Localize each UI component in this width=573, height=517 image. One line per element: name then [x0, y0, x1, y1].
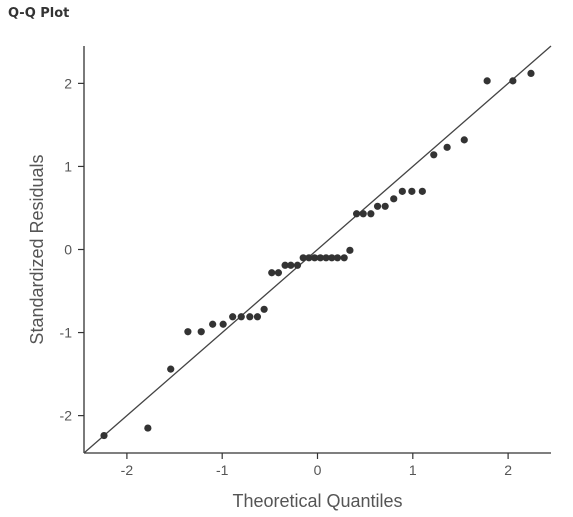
panel-title: Q-Q Plot: [8, 6, 70, 21]
data-point: [443, 143, 451, 151]
reference-line-group: [83, 45, 552, 454]
data-point: [144, 424, 152, 432]
data-point: [274, 269, 283, 277]
data-point: [305, 254, 313, 262]
data-point: [209, 320, 217, 328]
data-point: [373, 202, 382, 210]
data-point: [333, 254, 342, 262]
data-point: [299, 254, 307, 262]
data-point: [328, 254, 336, 262]
data-point: [340, 254, 348, 262]
y-axis-title: Standardized Residuals: [27, 154, 47, 344]
data-point: [268, 269, 276, 277]
x-tick-label: -2: [121, 462, 134, 478]
y-tick-label: 1: [64, 158, 72, 174]
y-tick-label: 0: [64, 242, 72, 258]
data-point: [311, 254, 319, 262]
x-tick-label: 0: [314, 462, 322, 478]
data-point: [197, 328, 205, 336]
x-axis-title: Theoretical Quantiles: [232, 491, 402, 511]
data-point: [253, 313, 262, 321]
data-point: [237, 313, 245, 321]
data-point: [322, 254, 330, 262]
data-point: [184, 328, 192, 336]
reference-line: [83, 45, 552, 454]
axes: [78, 46, 551, 459]
data-point: [352, 210, 361, 218]
data-point: [346, 246, 354, 254]
data-point: [359, 210, 367, 218]
data-point: [100, 431, 108, 440]
data-point: [398, 187, 406, 195]
data-point: [527, 69, 535, 78]
data-point: [246, 313, 254, 321]
data-point: [316, 254, 324, 262]
data-point: [483, 77, 491, 85]
data-point: [460, 136, 468, 144]
data-point: [229, 313, 237, 321]
x-tick-label: 2: [504, 462, 512, 478]
data-point: [418, 187, 426, 195]
data-point: [260, 305, 268, 313]
data-point: [390, 195, 398, 203]
tick-labels: -2 -1 0 1 2 -2 -1 0 1 2: [60, 75, 513, 478]
data-point: [367, 210, 375, 218]
data-point: [381, 202, 389, 210]
data-point: [219, 320, 227, 328]
data-point: [509, 77, 517, 85]
data-point: [281, 261, 289, 269]
data-point: [167, 365, 175, 373]
y-tick-label: 2: [64, 75, 72, 91]
y-tick-label: -1: [60, 325, 73, 341]
x-tick-label: 1: [409, 462, 417, 478]
data-point: [408, 187, 416, 195]
y-tick-label: -2: [60, 408, 73, 424]
data-points: [100, 69, 535, 440]
data-point: [293, 261, 302, 269]
data-point: [430, 151, 438, 159]
x-tick-label: -1: [216, 462, 229, 478]
data-point: [287, 261, 295, 269]
